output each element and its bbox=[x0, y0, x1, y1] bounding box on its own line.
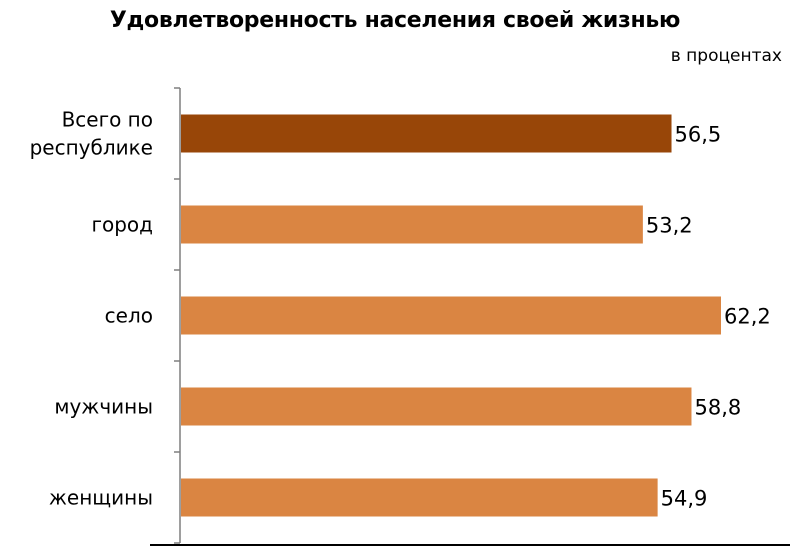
data-label: 53,2 bbox=[646, 214, 693, 238]
chart-title: Удовлетворенность населения своей жизнью bbox=[109, 8, 681, 33]
bar bbox=[181, 205, 643, 244]
category-label: республике bbox=[30, 136, 153, 160]
data-label: 58,8 bbox=[694, 396, 741, 420]
chart-subtitle: в процентах bbox=[670, 46, 782, 66]
data-label: 54,9 bbox=[661, 487, 708, 511]
bar bbox=[181, 387, 692, 426]
category-label: мужчины bbox=[54, 395, 153, 419]
bar bbox=[181, 478, 658, 517]
category-label: город bbox=[91, 213, 153, 237]
category-label: женщины bbox=[49, 486, 153, 510]
bar bbox=[181, 296, 721, 335]
category-label: село bbox=[105, 304, 153, 328]
data-label: 56,5 bbox=[675, 123, 722, 147]
category-label: Всего по bbox=[62, 108, 153, 132]
data-label: 62,2 bbox=[724, 305, 771, 329]
bar bbox=[181, 114, 672, 153]
